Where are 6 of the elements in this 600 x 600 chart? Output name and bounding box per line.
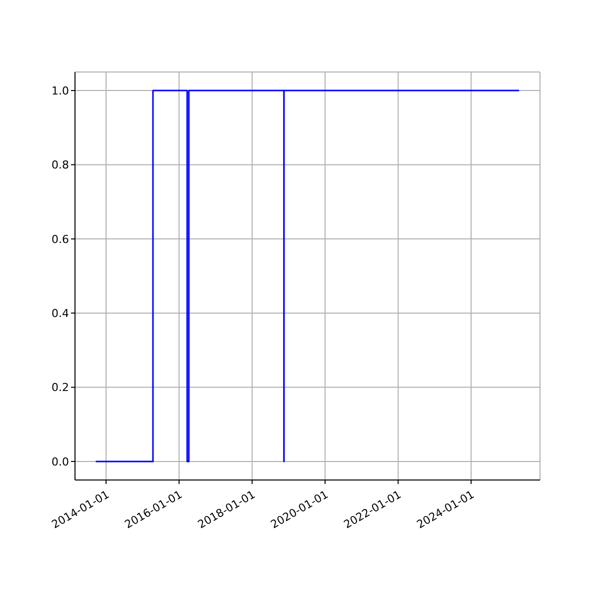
y-tick-label: 0.4 (52, 306, 69, 320)
y-tick-label: 0.6 (52, 232, 69, 246)
y-tick-label: 0.0 (52, 455, 69, 468)
y-tick-label: 0.2 (52, 381, 69, 394)
y-tick-label: 1.0 (52, 84, 69, 98)
y-tick-label: 0.8 (52, 158, 69, 172)
